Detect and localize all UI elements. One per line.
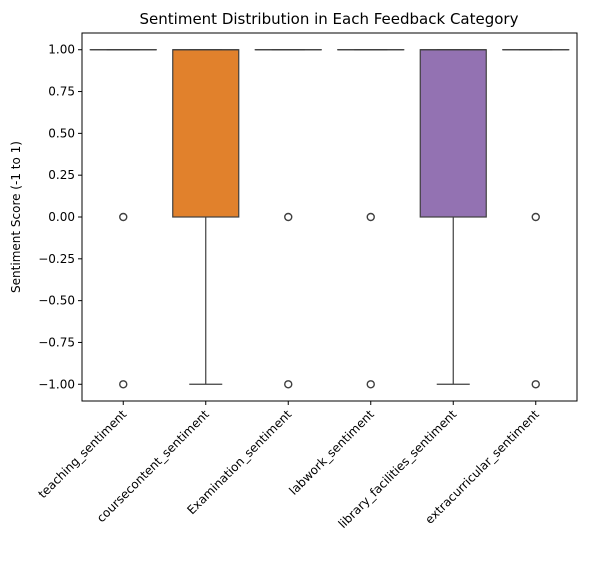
outlier-point — [366, 380, 375, 389]
outlier-point — [284, 380, 293, 389]
y-tick-label: −0.50 — [38, 294, 75, 308]
box-body — [172, 49, 240, 218]
y-tick-label: −1.00 — [38, 377, 75, 391]
y-tick-label: 1.00 — [48, 43, 75, 57]
y-tick-label: 0.50 — [48, 126, 75, 140]
x-tick-label: labwork_sentiment — [286, 407, 377, 498]
outlier-point — [284, 212, 293, 222]
outlier-point — [366, 212, 375, 222]
y-tick-label: −0.75 — [38, 335, 75, 349]
y-tick-label: −0.25 — [38, 252, 75, 266]
outlier-point — [119, 212, 128, 222]
axes-frame — [81, 32, 578, 402]
outlier-point — [119, 380, 128, 389]
y-axis-label: Sentiment Score (-1 to 1) — [9, 141, 23, 293]
y-tick-label: 0.00 — [48, 210, 75, 224]
box-body — [419, 49, 487, 218]
y-tick-label: 0.25 — [48, 168, 75, 182]
chart-title: Sentiment Distribution in Each Feedback … — [140, 10, 519, 28]
y-tick-label: 0.75 — [48, 85, 75, 99]
outlier-point — [531, 212, 540, 222]
outlier-point — [531, 380, 540, 389]
x-tick-label: teaching_sentiment — [35, 407, 129, 501]
plot-area: 1.00 0.75 0.50 0.25 0.00 −0.25 −0.50 −0.75 −1.00… — [35, 43, 570, 531]
